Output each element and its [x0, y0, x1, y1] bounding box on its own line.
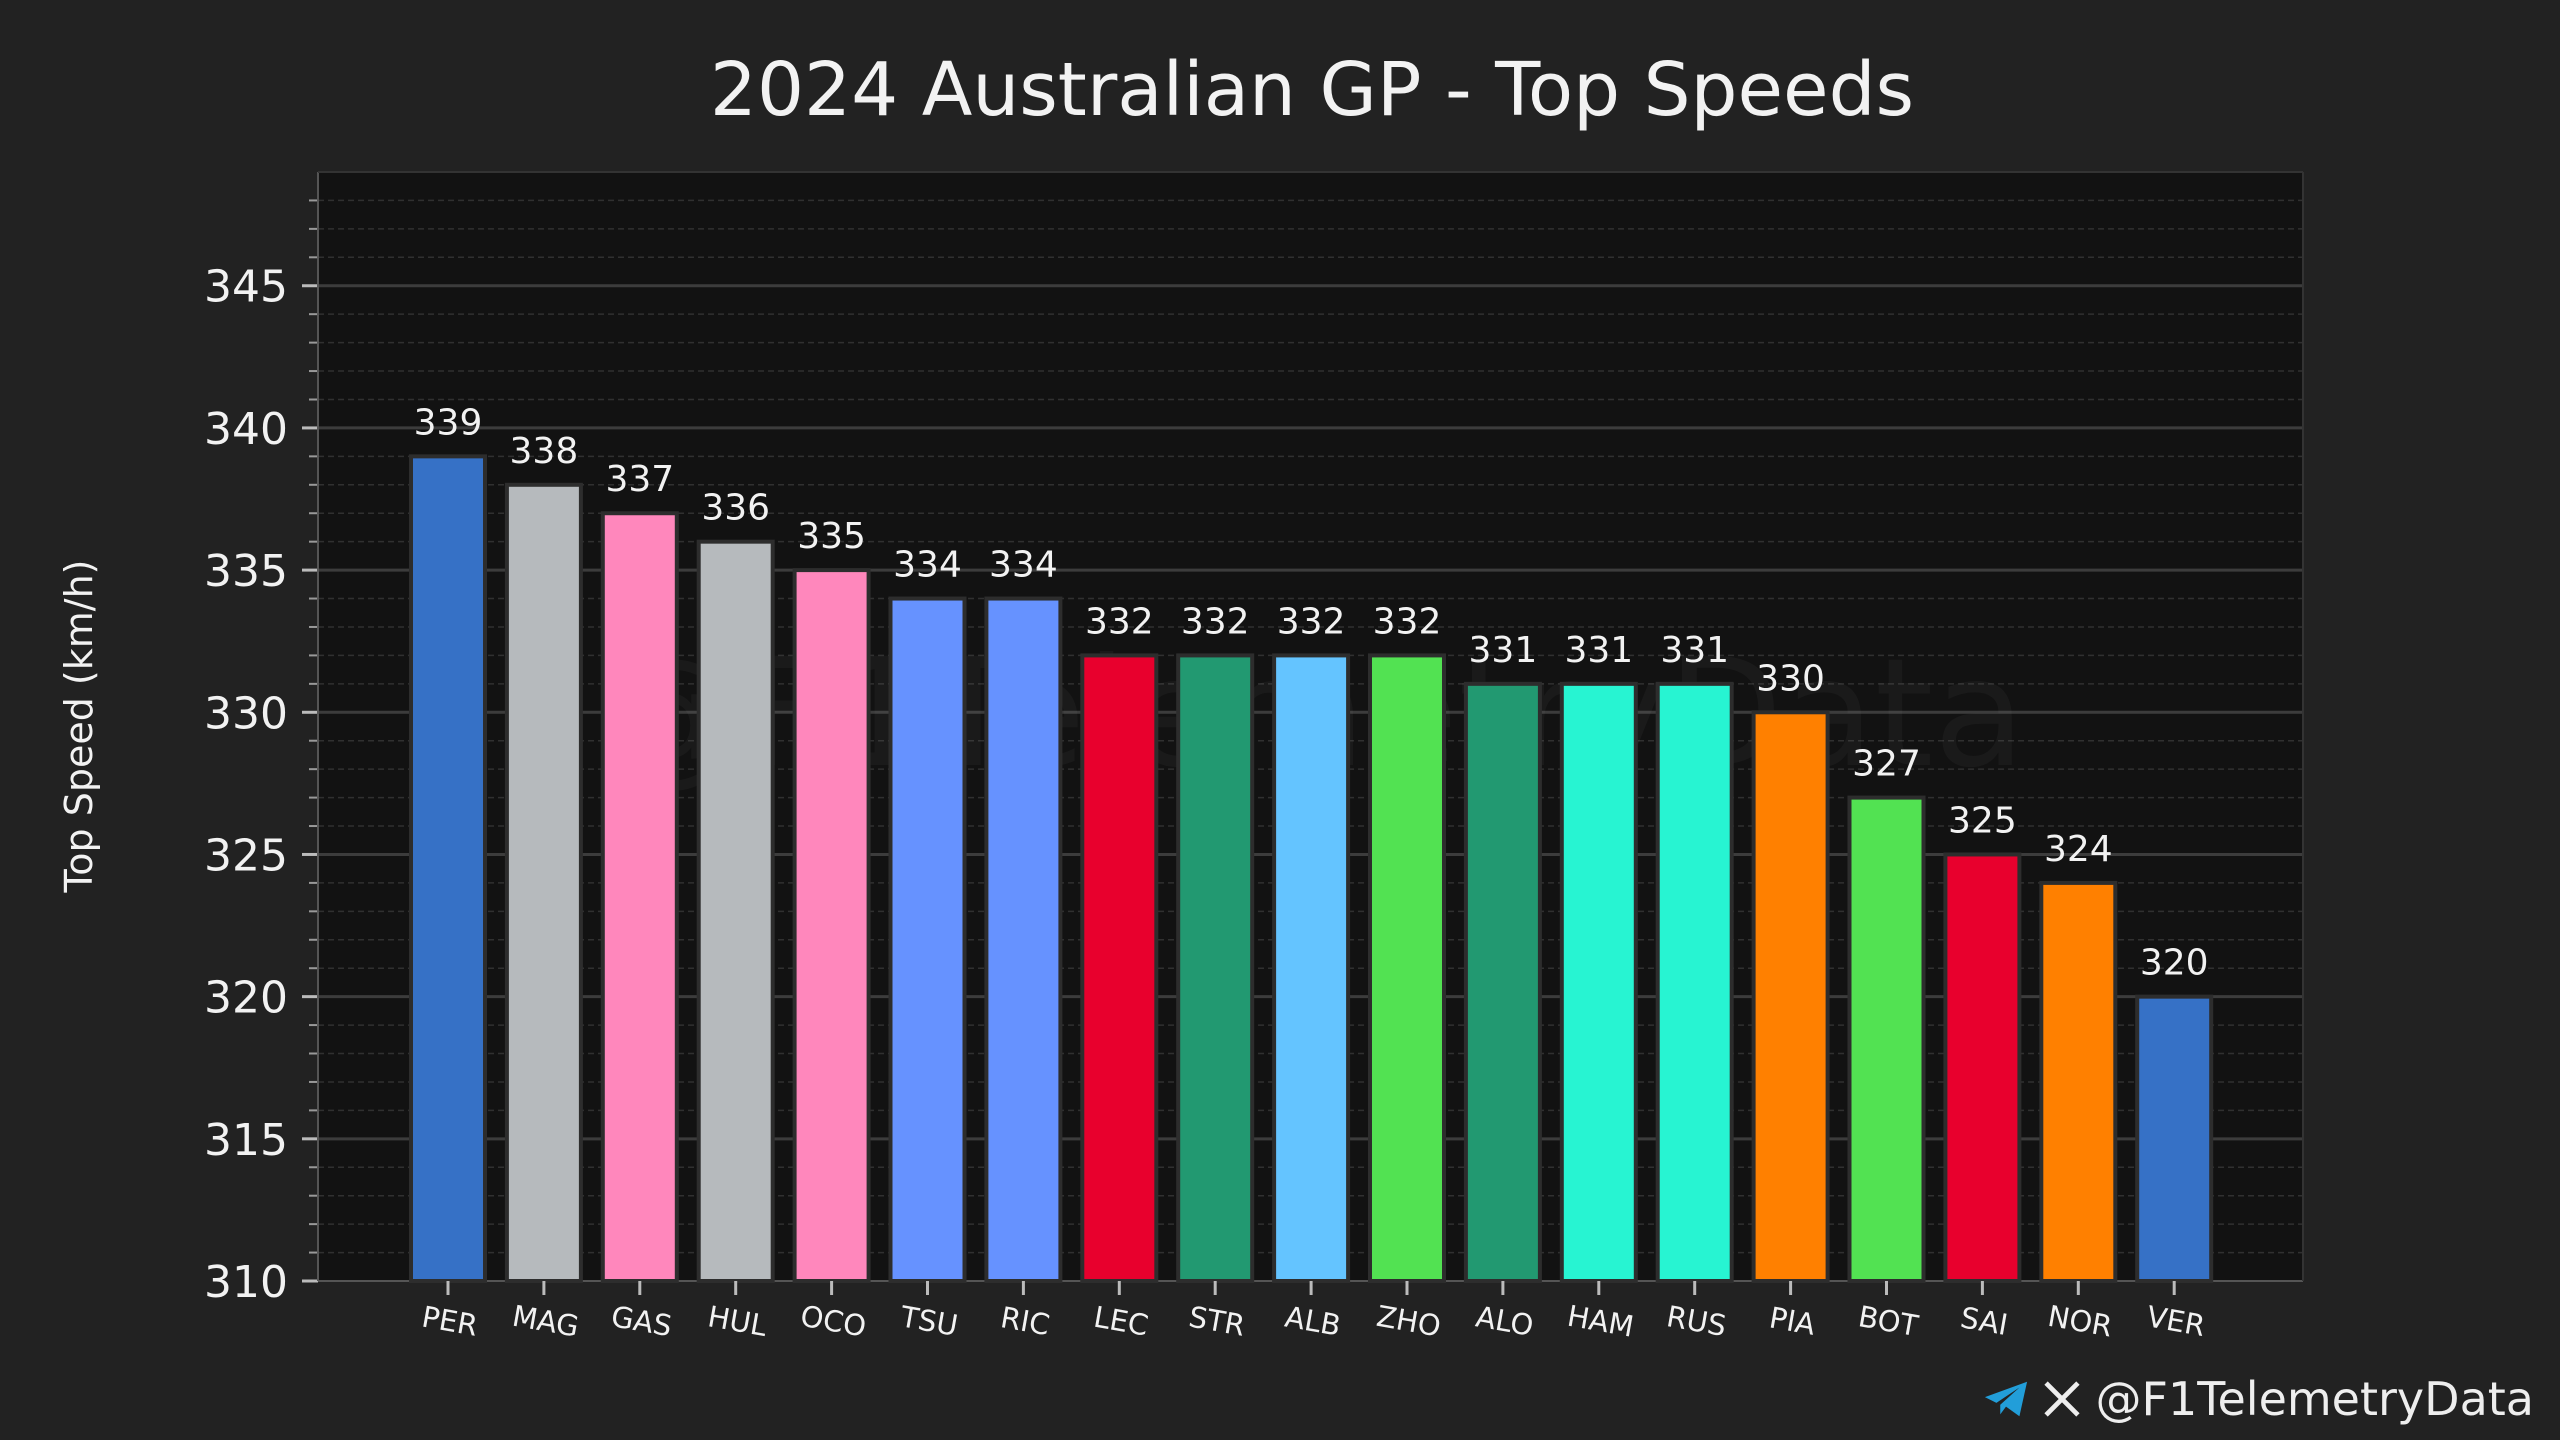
telegram-icon[interactable] [1983, 1379, 2029, 1419]
bar-alb [1272, 653, 1351, 1283]
y-tick-label: 345 [204, 262, 288, 313]
x-tick-label-pia: PIA [1767, 1300, 1818, 1341]
y-tick-label: 315 [204, 1115, 288, 1166]
value-label-per: 339 [414, 402, 483, 443]
x-icon[interactable] [2043, 1380, 2081, 1418]
bar-mag [504, 482, 583, 1283]
y-tick-label: 310 [204, 1257, 288, 1308]
bar-alo [1463, 681, 1542, 1283]
value-label-gas: 337 [605, 459, 674, 500]
bar-ric [984, 596, 1063, 1283]
value-label-nor: 324 [2044, 829, 2113, 870]
value-label-oco: 335 [797, 516, 866, 557]
value-label-bot: 327 [1852, 744, 1921, 785]
value-label-tsu: 334 [893, 545, 962, 586]
bar-ham [1559, 681, 1638, 1283]
value-label-sai: 325 [1948, 800, 2017, 841]
bar-zho [1368, 653, 1446, 1283]
y-tick-label: 325 [204, 830, 288, 881]
y-tick-label: 330 [204, 688, 288, 739]
value-label-zho: 332 [1373, 601, 1442, 642]
value-label-ham: 331 [1564, 630, 1633, 671]
y-tick-label: 335 [204, 546, 288, 597]
y-axis-label: Top Speed (km/h) [57, 560, 101, 894]
plot-area: 310315320325330335340345@F1TelemetryData… [204, 171, 2304, 1344]
x-tick-label-sai: SAI [1958, 1300, 2011, 1342]
bar-oco [792, 568, 871, 1283]
bar-str [1176, 653, 1255, 1283]
x-tick-label-ric: RIC [998, 1300, 1052, 1342]
chart-title: 2024 Australian GP - Top Speeds [710, 47, 1914, 133]
bar-gas [600, 511, 679, 1283]
bar-per [409, 454, 487, 1284]
footer: @F1TelemetryData [1983, 1372, 2534, 1426]
value-label-str: 332 [1181, 601, 1250, 642]
bar-bot [1847, 795, 1926, 1283]
value-label-rus: 331 [1660, 630, 1729, 671]
value-label-ric: 334 [989, 545, 1058, 586]
value-label-lec: 332 [1085, 601, 1154, 642]
value-label-mag: 338 [510, 431, 579, 472]
bar-hul [696, 539, 775, 1283]
bar-tsu [888, 596, 967, 1283]
y-tick-label: 340 [204, 404, 288, 455]
bar-nor [2039, 880, 2118, 1284]
value-label-hul: 336 [701, 488, 770, 529]
value-label-alb: 332 [1277, 601, 1346, 642]
value-label-ver: 320 [2140, 943, 2209, 984]
bar-sai [1943, 852, 2022, 1283]
value-label-pia: 330 [1756, 658, 1825, 699]
bar-pia [1751, 710, 1830, 1283]
y-tick-label: 320 [204, 973, 288, 1024]
bar-ver [2135, 994, 2214, 1284]
bar-rus [1655, 681, 1734, 1283]
value-label-alo: 331 [1469, 630, 1538, 671]
footer-handle: @F1TelemetryData [2095, 1372, 2534, 1426]
bar-lec [1080, 653, 1159, 1283]
